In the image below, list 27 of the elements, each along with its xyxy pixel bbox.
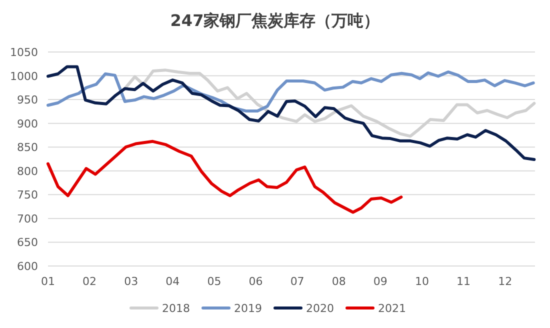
x-tick-label: 02 bbox=[82, 275, 97, 288]
x-tick-label: 07 bbox=[290, 275, 304, 288]
x-tick-label: 08 bbox=[332, 275, 346, 288]
y-tick-label: 950 bbox=[17, 94, 38, 107]
chart-title: 247家钢厂焦炭库存（万吨） bbox=[170, 11, 380, 30]
x-tick-label: 01 bbox=[41, 275, 55, 288]
x-tick-label: 12 bbox=[498, 275, 512, 288]
legend-label: 2018 bbox=[162, 302, 190, 315]
y-tick-label: 600 bbox=[17, 260, 38, 273]
y-tick-label: 800 bbox=[17, 164, 38, 178]
legend-label: 2019 bbox=[234, 302, 262, 315]
legend-label: 2021 bbox=[378, 302, 406, 315]
y-tick-label: 750 bbox=[17, 188, 38, 202]
y-tick-label: 900 bbox=[17, 117, 38, 130]
x-tick-label: 10 bbox=[414, 275, 429, 288]
y-tick-label: 850 bbox=[17, 141, 38, 154]
x-tick-label: 04 bbox=[166, 275, 180, 288]
x-tick-label: 11 bbox=[456, 275, 471, 288]
x-tick-label: 09 bbox=[373, 275, 388, 288]
x-tick-label: 06 bbox=[248, 275, 263, 288]
y-tick-label: 1000 bbox=[10, 70, 38, 83]
y-tick-label: 1050 bbox=[10, 46, 38, 59]
y-tick-label: 700 bbox=[17, 212, 38, 226]
y-tick-label: 650 bbox=[17, 236, 38, 250]
x-tick-label: 05 bbox=[207, 275, 222, 288]
x-tick-label: 03 bbox=[124, 275, 138, 288]
legend-label: 2020 bbox=[306, 302, 334, 315]
